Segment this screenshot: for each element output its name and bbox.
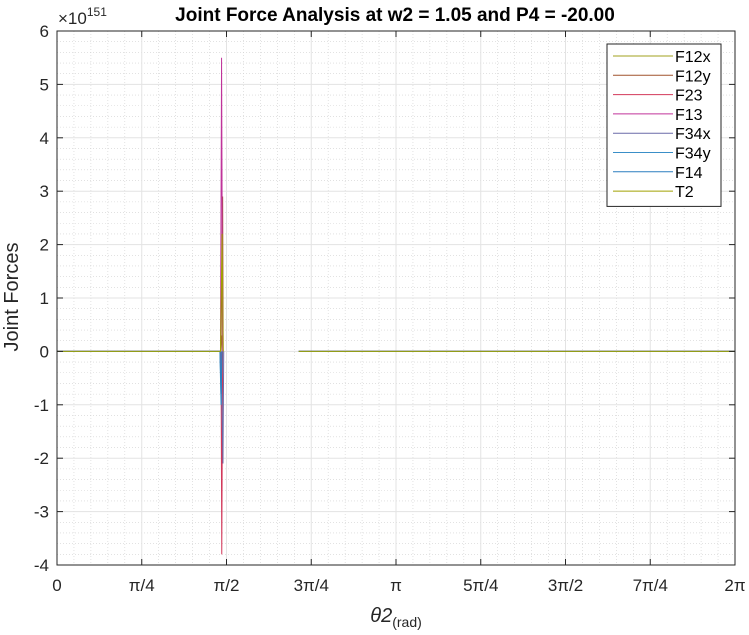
legend-label: F12x xyxy=(675,49,711,66)
x-tick-label: 5π/4 xyxy=(463,576,498,595)
legend-label: F13 xyxy=(675,107,703,124)
x-axis-label: θ2(rad) xyxy=(370,605,422,630)
x-tick-label: π/4 xyxy=(129,576,155,595)
x-tick-label: 3π/4 xyxy=(294,576,329,595)
x-tick-label: π xyxy=(390,576,402,595)
x-tick-label: 3π/2 xyxy=(548,576,583,595)
y-tick-labels: 6 5 4 3 2 1 0 -1 -2 -3 -4 xyxy=(34,22,49,575)
legend-label: F23 xyxy=(675,88,703,105)
y-tick-label: 5 xyxy=(40,75,49,94)
y-tick-label: -1 xyxy=(34,396,49,415)
y-tick-label: 6 xyxy=(40,22,49,41)
legend-label: T2 xyxy=(675,184,694,201)
legend-item-f13: F13 xyxy=(613,107,703,124)
y-tick-label: 1 xyxy=(40,289,49,308)
legend-item-f34x: F34x xyxy=(613,126,711,143)
legend-label: F34x xyxy=(675,126,711,143)
x-axis-label-main: θ2 xyxy=(370,605,392,627)
legend-item-f34y: F34y xyxy=(613,146,711,163)
legend-item-f12x: F12x xyxy=(613,49,711,66)
series-line-t2 xyxy=(57,233,224,352)
legend-item-f12y: F12y xyxy=(613,68,711,85)
legend-label: F14 xyxy=(675,165,703,182)
x-tick-label: 2π xyxy=(724,576,745,595)
y-tick-label: -4 xyxy=(34,556,49,575)
x-tick-label: π/2 xyxy=(214,576,240,595)
legend: F12x F12y F23 F13 F34x F34y F14 T2 xyxy=(606,43,722,207)
y-exponent-base: ×10 xyxy=(58,9,87,28)
series-lines xyxy=(57,57,735,555)
legend-item-f23: F23 xyxy=(613,88,703,105)
legend-label: F34y xyxy=(675,146,711,163)
series-t2 xyxy=(57,233,735,352)
y-axis-label: Joint Forces xyxy=(1,243,23,352)
legend-box xyxy=(606,43,722,207)
legend-item-f14: F14 xyxy=(613,165,703,182)
legend-label: F12y xyxy=(675,68,711,85)
y-tick-label: 3 xyxy=(40,182,49,201)
y-tick-label: -2 xyxy=(34,449,49,468)
y-tick-label: 4 xyxy=(40,129,49,148)
x-tick-labels: 0 π/4 π/2 3π/4 π 5π/4 3π/2 7π/4 2π xyxy=(52,576,745,595)
x-tick-label: 7π/4 xyxy=(633,576,668,595)
legend-item-t2: T2 xyxy=(613,184,694,201)
x-axis-label-sub: (rad) xyxy=(392,614,422,630)
axis-ticks xyxy=(56,30,736,566)
y-tick-label: 2 xyxy=(40,236,49,255)
x-tick-label: 0 xyxy=(52,576,61,595)
y-exponent: ×10151 xyxy=(58,5,107,28)
y-tick-label: 0 xyxy=(40,342,49,361)
chart-title: Joint Force Analysis at w2 = 1.05 and P4… xyxy=(175,5,615,26)
y-exponent-power: 151 xyxy=(87,5,107,19)
y-tick-label: -3 xyxy=(34,503,49,522)
